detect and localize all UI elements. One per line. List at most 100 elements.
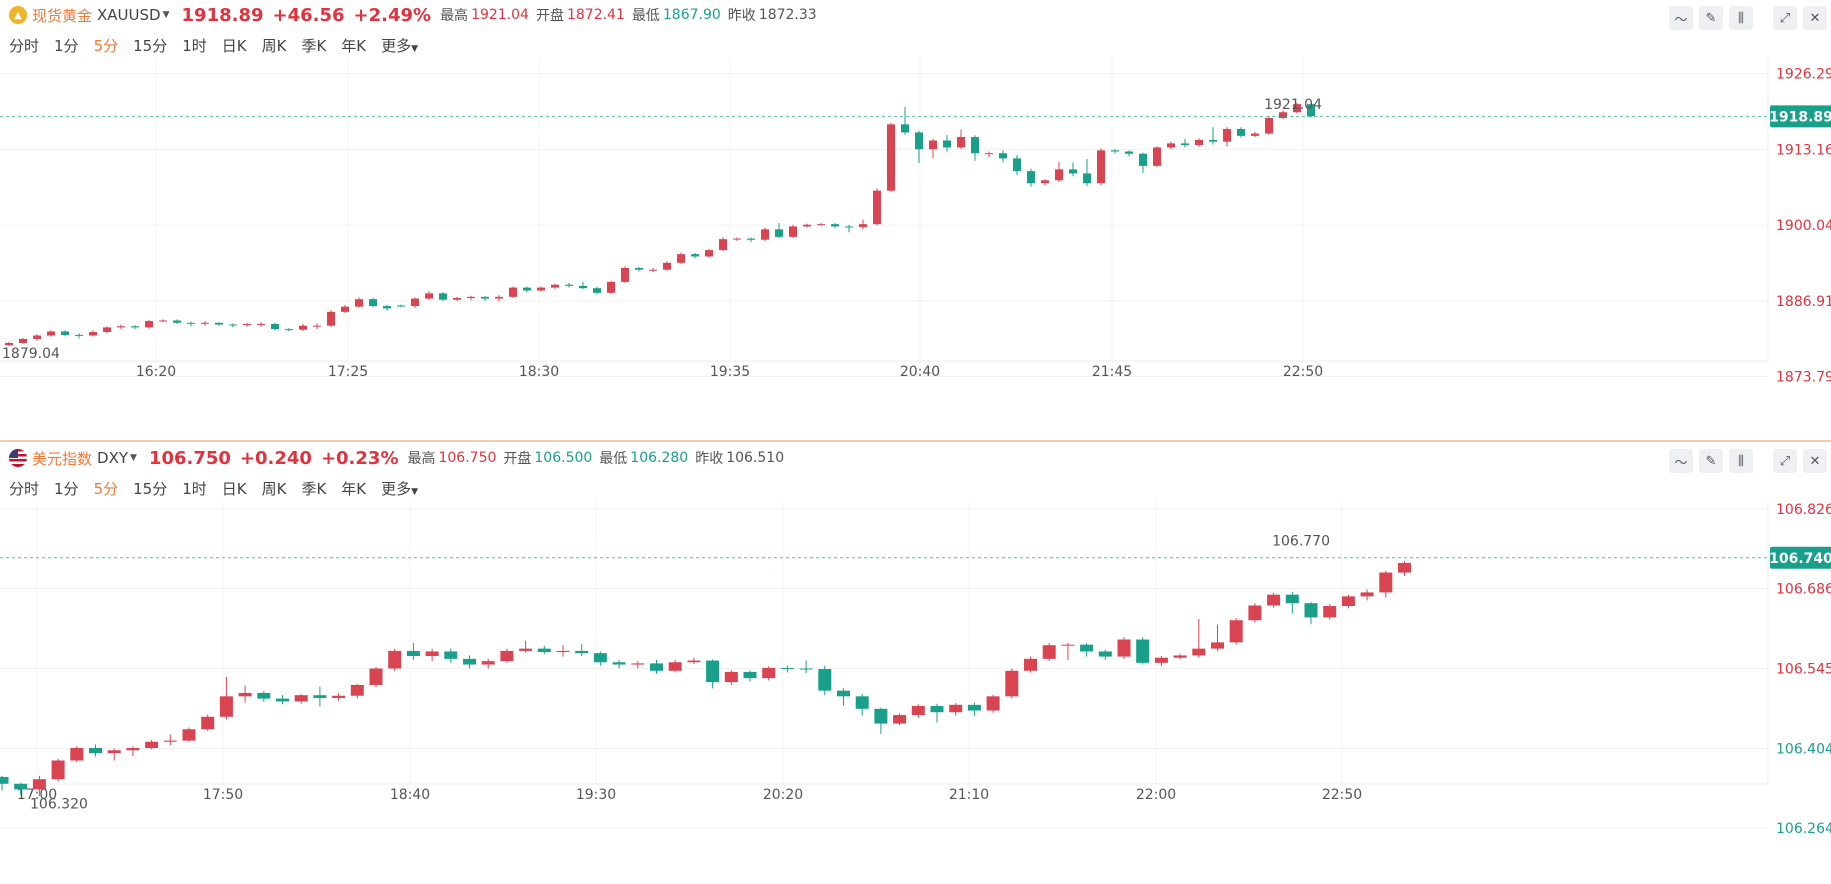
chevron-down-icon[interactable]: ▼ — [162, 10, 170, 20]
candle-body — [1267, 594, 1281, 606]
min-price-marker: 1879.04 — [2, 346, 60, 362]
candle-body — [1211, 642, 1224, 649]
open-label: 开盘 — [535, 8, 564, 24]
candle-body — [1341, 596, 1355, 607]
timeframe-tab[interactable]: 15分 — [133, 479, 168, 498]
timeframe-tab-active[interactable]: 5分 — [93, 36, 119, 55]
candle-body — [537, 287, 545, 291]
current-price-badge — [1770, 105, 1831, 128]
pencil-icon[interactable]: ✎ — [1699, 449, 1723, 473]
timeframe-tab[interactable]: 年K — [341, 479, 367, 498]
candle-body — [1279, 112, 1287, 118]
candle-body — [845, 226, 853, 228]
timeframe-tab[interactable]: 1时 — [182, 479, 207, 498]
candle-body — [159, 320, 167, 322]
timeframe-tab[interactable]: 1分 — [54, 36, 79, 55]
more-label: 更多 — [381, 36, 412, 55]
candle-body — [187, 322, 195, 324]
candle-body — [837, 690, 850, 697]
panel-divider[interactable] — [0, 440, 1831, 442]
timeframe-tab-active[interactable]: 5分 — [93, 479, 119, 498]
expand-icon[interactable]: ⤢ — [1773, 449, 1797, 473]
instrument-name[interactable]: 美元指数 — [32, 449, 93, 468]
candle-body — [271, 323, 279, 330]
candle-body — [19, 338, 27, 343]
candle-body — [901, 124, 909, 133]
high-label: 最高 — [407, 451, 436, 467]
candle-body — [89, 332, 97, 336]
candle-body — [668, 662, 682, 671]
timeframe-tab[interactable]: 1时 — [182, 36, 207, 55]
candle-body — [103, 327, 111, 333]
close-icon[interactable]: ✕ — [1803, 449, 1827, 473]
chevron-down-icon[interactable]: ▼ — [130, 453, 137, 463]
candle-body — [873, 190, 881, 225]
candle-body — [874, 708, 888, 724]
instrument-symbol[interactable]: DXY — [97, 449, 129, 467]
quote-header: 美元指数 DXY ▼ 106.750 +0.240 +0.23% 最高 106.… — [0, 443, 1831, 473]
timeframe-tab[interactable]: 1分 — [54, 479, 79, 498]
candle-body — [495, 296, 503, 299]
timeframe-tab[interactable]: 季K — [301, 479, 327, 498]
candle-body — [1209, 139, 1217, 142]
candle-body — [257, 692, 271, 699]
candles-icon[interactable]: ⫼ — [1729, 449, 1753, 473]
timeframe-tab[interactable]: 周K — [261, 479, 287, 498]
candle-body — [1080, 644, 1094, 652]
timeframe-tab[interactable]: 日K — [221, 479, 247, 498]
timeframe-tab[interactable]: 分时 — [9, 36, 40, 55]
y-tick-label: 106.404 — [1776, 742, 1831, 758]
timeframe-tab[interactable]: 分时 — [9, 479, 40, 498]
candle-body — [593, 653, 607, 663]
instrument-name[interactable]: 现货黄金 — [32, 6, 93, 25]
candle-body — [818, 669, 832, 691]
candle-body — [743, 671, 757, 679]
candle-body — [971, 137, 979, 154]
timeframe-tab[interactable]: 日K — [221, 36, 247, 55]
x-tick-label: 18:30 — [519, 364, 559, 380]
candle-body — [1154, 657, 1168, 663]
candle-body — [397, 305, 405, 307]
instrument-symbol[interactable]: XAUUSD — [97, 6, 161, 24]
candle-body — [341, 306, 349, 312]
x-tick-label: 19:35 — [710, 364, 750, 380]
more-timeframes-button[interactable]: 更多▼ — [381, 35, 418, 56]
candles-icon[interactable]: ⫼ — [1729, 6, 1753, 30]
more-timeframes-button[interactable]: 更多▼ — [381, 478, 418, 499]
expand-icon[interactable]: ⤢ — [1773, 6, 1797, 30]
candle-body — [444, 651, 458, 659]
dxy-chart-panel: 美元指数 DXY ▼ 106.750 +0.240 +0.23% 最高 106.… — [0, 443, 1831, 884]
candle-body — [724, 671, 738, 683]
candle-body — [0, 776, 9, 784]
candle-body — [1024, 658, 1037, 671]
gold-candlestick-chart[interactable]: 1926.29 1913.16 1900.04 1886.91 1873.79 16:20… — [0, 58, 1831, 440]
candle-body — [1153, 147, 1161, 166]
candle-body — [1223, 128, 1231, 142]
candle-body — [350, 684, 364, 696]
y-tick-label: 1913.16 — [1776, 142, 1831, 158]
candle-body — [369, 668, 383, 685]
candle-body — [481, 661, 495, 665]
candle-body — [313, 325, 321, 327]
line-chart-icon[interactable]: 〜 — [1669, 449, 1693, 473]
candle-body — [1323, 606, 1337, 618]
candle-body — [383, 306, 391, 309]
timeframe-bar: 分时 1分 5分 15分 1时 日K 周K 季K 年K 更多▼ — [0, 33, 424, 57]
candle-body — [425, 293, 433, 299]
line-chart-icon[interactable]: 〜 — [1669, 6, 1693, 30]
timeframe-tab[interactable]: 15分 — [133, 36, 168, 55]
close-icon[interactable]: ✕ — [1803, 6, 1827, 30]
x-tick-label: 18:40 — [390, 787, 430, 803]
candle-body — [70, 747, 84, 761]
y-tick-label: 106.826 — [1776, 502, 1831, 518]
x-tick-label: 21:45 — [1092, 364, 1132, 380]
candle-body — [51, 760, 65, 780]
last-price: 1918.89 — [181, 4, 264, 26]
candle-body — [1237, 128, 1245, 136]
timeframe-tab[interactable]: 周K — [261, 36, 287, 55]
timeframe-tab[interactable]: 年K — [341, 36, 367, 55]
candle-body — [313, 695, 327, 699]
timeframe-tab[interactable]: 季K — [301, 36, 327, 55]
pencil-icon[interactable]: ✎ — [1699, 6, 1723, 30]
dxy-candlestick-chart[interactable]: 106.826 106.686 106.545 106.404 106.264 17:00… — [0, 501, 1831, 884]
